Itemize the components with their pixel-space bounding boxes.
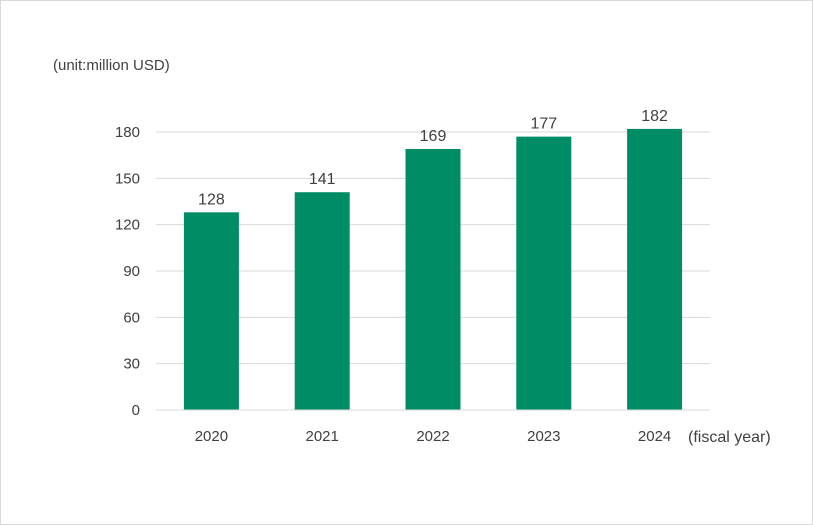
y-tick-label: 30 xyxy=(123,356,140,373)
y-tick-label: 150 xyxy=(115,170,140,187)
data-label-2021: 141 xyxy=(309,171,336,188)
bar-2021 xyxy=(294,192,350,410)
bar-2022 xyxy=(405,148,461,410)
y-tick-label: 0 xyxy=(132,402,140,419)
y-tick-label: 180 xyxy=(115,124,140,141)
x-axis-title: (fiscal year) xyxy=(688,429,771,446)
data-label-2024: 182 xyxy=(641,108,668,125)
y-tick-label: 60 xyxy=(123,309,140,326)
data-labels: 128 141 169 177 182 xyxy=(198,108,668,208)
x-axis-ticks: 2020 2021 2022 2023 2024 xyxy=(195,428,672,445)
y-tick-label: 120 xyxy=(115,217,140,234)
bar-2024 xyxy=(627,128,683,410)
bar-2020 xyxy=(183,212,239,410)
y-axis-ticks: 0 30 60 90 120 150 180 xyxy=(115,124,140,419)
data-label-2020: 128 xyxy=(198,191,225,208)
y-axis-unit-label: (unit:million USD) xyxy=(53,57,170,74)
x-tick-label-2024: 2024 xyxy=(638,428,671,445)
bars xyxy=(183,128,683,410)
x-tick-label-2021: 2021 xyxy=(306,428,339,445)
x-tick-label-2022: 2022 xyxy=(416,428,449,445)
data-label-2023: 177 xyxy=(530,116,557,133)
x-tick-label-2020: 2020 xyxy=(195,428,228,445)
bar-2023 xyxy=(516,136,572,410)
data-label-2022: 169 xyxy=(420,128,447,145)
y-tick-label: 90 xyxy=(123,263,140,280)
x-tick-label-2023: 2023 xyxy=(527,428,560,445)
